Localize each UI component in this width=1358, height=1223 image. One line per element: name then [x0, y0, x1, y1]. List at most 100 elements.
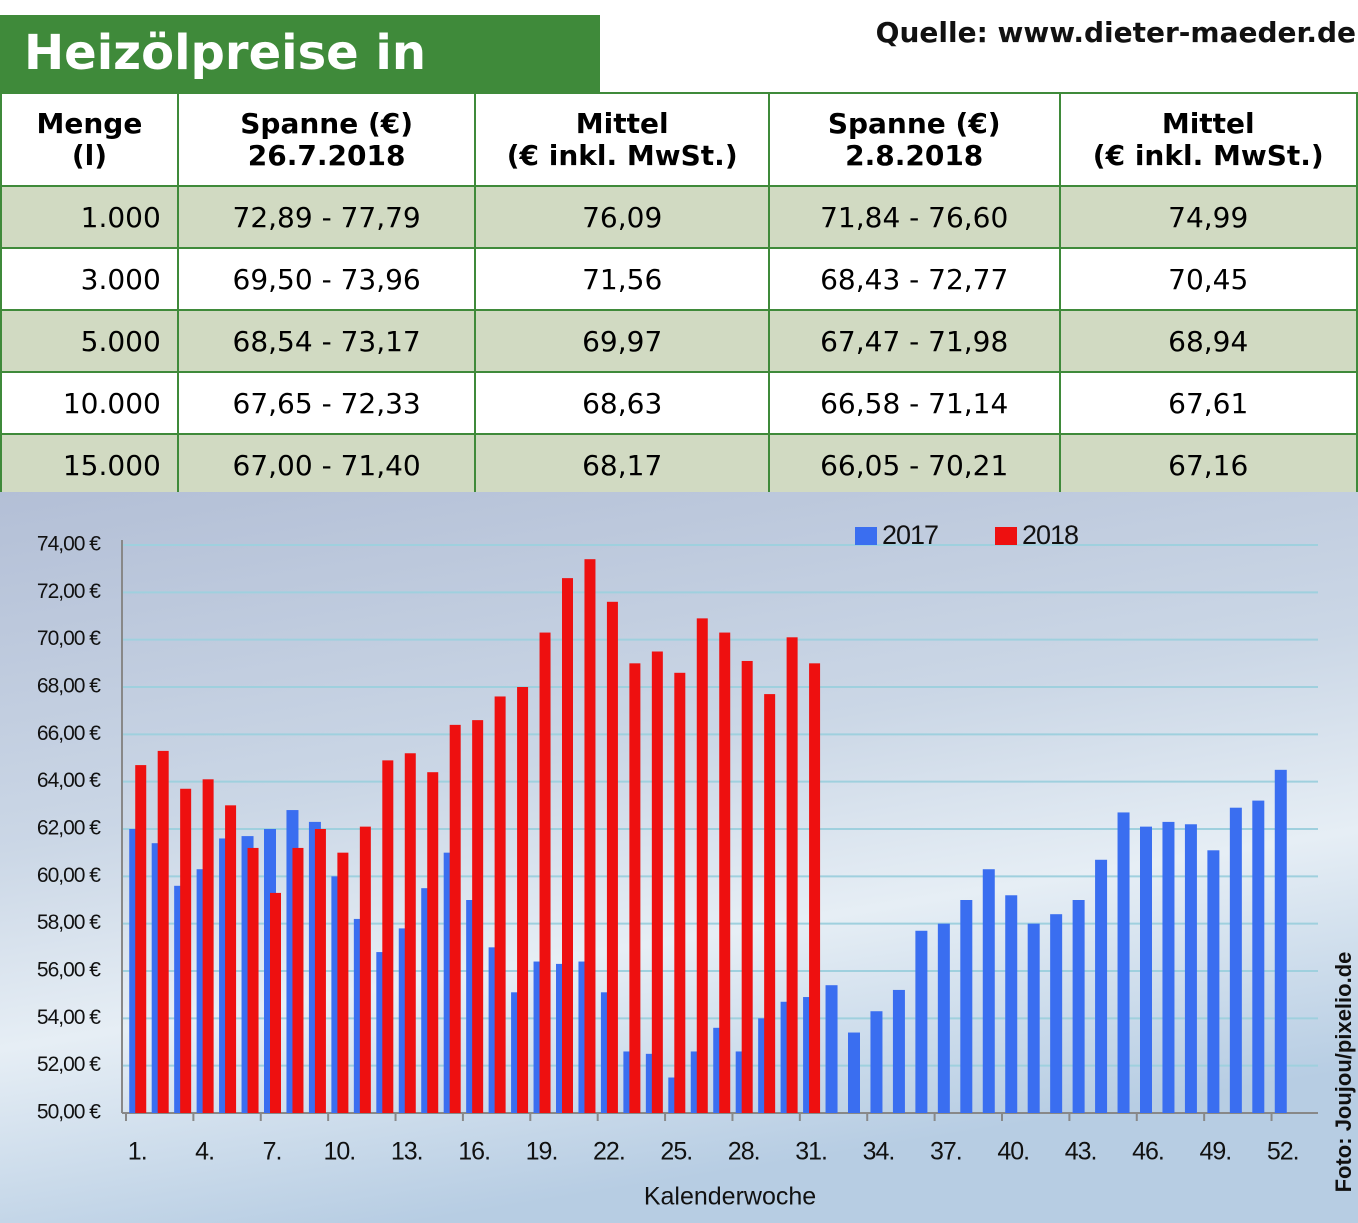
bar — [359, 826, 371, 1113]
table-cell: 76,09 — [474, 185, 770, 249]
x-tick-label: 4. — [195, 1138, 214, 1166]
x-tick-label: 7. — [263, 1138, 282, 1166]
bar — [719, 632, 731, 1113]
bar — [202, 779, 214, 1113]
table-cell: 67,00 - 71,40 — [176, 433, 477, 497]
bar — [809, 663, 821, 1113]
x-tick-label: 34. — [863, 1138, 895, 1166]
table-body: 1.000 72,89 - 77,79 76,09 71,84 - 76,60 74,9… — [0, 185, 1358, 497]
header-cell: Mittel (€ inkl. MwSt.) — [1058, 92, 1358, 187]
table-row: 1.000 72,89 - 77,79 76,09 71,84 - 76,60 74,9… — [0, 185, 1358, 249]
y-tick-label: 68,00 € — [37, 675, 101, 698]
bar — [892, 989, 905, 1113]
y-tick-label: 64,00 € — [37, 769, 101, 792]
bar — [606, 601, 618, 1113]
table-cell: 1.000 — [0, 185, 179, 249]
bar — [960, 900, 973, 1113]
table-cell: 5.000 — [0, 309, 179, 373]
bar — [247, 847, 259, 1113]
table-row: 5.000 68,54 - 73,17 69,97 67,47 - 71,98 68,9… — [0, 309, 1358, 373]
table-cell: 67,61 — [1058, 371, 1358, 435]
y-tick-label: 66,00 € — [37, 722, 101, 745]
x-tick-label: 28. — [728, 1138, 760, 1166]
bar — [539, 632, 551, 1113]
table-cell: 68,17 — [474, 433, 770, 497]
legend-label: 2017 — [882, 520, 938, 550]
x-tick-label: 25. — [660, 1138, 692, 1166]
table-cell: 3.000 — [0, 247, 179, 311]
bar — [1117, 812, 1130, 1113]
bar — [825, 985, 838, 1113]
chart: Kalenderwoche Foto: Joujou/pixelio.de 50… — [0, 492, 1358, 1223]
table-cell: 69,50 - 73,96 — [176, 247, 477, 311]
table-cell: 68,43 - 72,77 — [767, 247, 1061, 311]
y-tick-label: 62,00 € — [37, 817, 101, 840]
bar — [270, 892, 281, 1113]
bar — [517, 687, 529, 1113]
table-cell: 68,94 — [1058, 309, 1358, 373]
bar — [1005, 895, 1018, 1113]
bar — [870, 1011, 883, 1113]
bar — [494, 696, 506, 1113]
x-tick-label: 37. — [930, 1138, 962, 1166]
bar — [786, 637, 798, 1113]
bar — [449, 724, 461, 1113]
table-cell: 72,89 - 77,79 — [176, 185, 477, 249]
bar — [1207, 850, 1220, 1113]
y-tick-label: 58,00 € — [37, 911, 101, 934]
bar — [337, 852, 349, 1113]
table-cell: 67,16 — [1058, 433, 1358, 497]
header-cell: Menge (l) — [0, 92, 179, 187]
table-cell: 67,65 - 72,33 — [176, 371, 477, 435]
bar — [696, 618, 708, 1113]
bar — [1027, 923, 1040, 1113]
header-cell: Spanne (€) 2.8.2018 — [767, 92, 1061, 187]
bar — [180, 788, 192, 1113]
table-cell: 70,45 — [1058, 247, 1358, 311]
y-tick-label: 60,00 € — [37, 864, 101, 887]
x-tick-label: 40. — [997, 1138, 1029, 1166]
legend-label: 2018 — [1022, 520, 1078, 550]
bar — [1274, 769, 1287, 1113]
bar — [584, 559, 596, 1113]
bar — [848, 1032, 860, 1113]
header-cell: Mittel (€ inkl. MwSt.) — [474, 92, 770, 187]
y-tick-label: 74,00 € — [37, 533, 101, 556]
bar — [562, 578, 573, 1113]
bar — [937, 923, 950, 1113]
y-tick-label: 54,00 € — [37, 1006, 101, 1029]
bar — [764, 694, 776, 1113]
table-cell: 68,63 — [474, 371, 770, 435]
x-tick-label: 1. — [128, 1138, 147, 1166]
x-tick-label: 49. — [1200, 1138, 1232, 1166]
bar — [1072, 900, 1085, 1113]
table-cell: 68,54 - 73,17 — [176, 309, 477, 373]
header-line: 26.7.2018 — [247, 138, 406, 172]
bar — [135, 765, 147, 1113]
bar — [651, 651, 663, 1113]
header-cell: Spanne (€) 26.7.2018 — [176, 92, 477, 187]
price-table: Menge (l) Spanne (€) 26.7.2018 Mittel (€ inkl… — [0, 92, 1358, 497]
header-line: Spanne (€) — [240, 106, 414, 140]
header-line: Spanne (€) — [827, 106, 1001, 140]
x-tick-label: 31. — [795, 1138, 827, 1166]
y-tick-label: 50,00 € — [37, 1101, 101, 1124]
bar — [1140, 826, 1152, 1113]
table-cell: 71,84 - 76,60 — [767, 185, 1061, 249]
header-line: Mittel — [575, 106, 669, 140]
header-line: 2.8.2018 — [845, 138, 984, 172]
source: Quelle: www.dieter-maeder.de — [875, 16, 1356, 49]
table-row: 3.000 69,50 - 73,96 71,56 68,43 - 72,77 70,4… — [0, 247, 1358, 311]
bar — [314, 829, 326, 1113]
table-cell: 15.000 — [0, 433, 179, 497]
table-cell: 66,58 - 71,14 — [767, 371, 1061, 435]
x-tick-label: 10. — [324, 1138, 356, 1166]
x-tick-label: 52. — [1267, 1138, 1299, 1166]
x-tick-label: 43. — [1065, 1138, 1097, 1166]
bar — [1162, 821, 1175, 1113]
photo-credit: Foto: Joujou/pixelio.de — [1331, 952, 1356, 1193]
y-tick-label: 70,00 € — [37, 627, 101, 650]
x-tick-label: 22. — [593, 1138, 625, 1166]
header-line: (€ inkl. MwSt.) — [506, 138, 738, 172]
